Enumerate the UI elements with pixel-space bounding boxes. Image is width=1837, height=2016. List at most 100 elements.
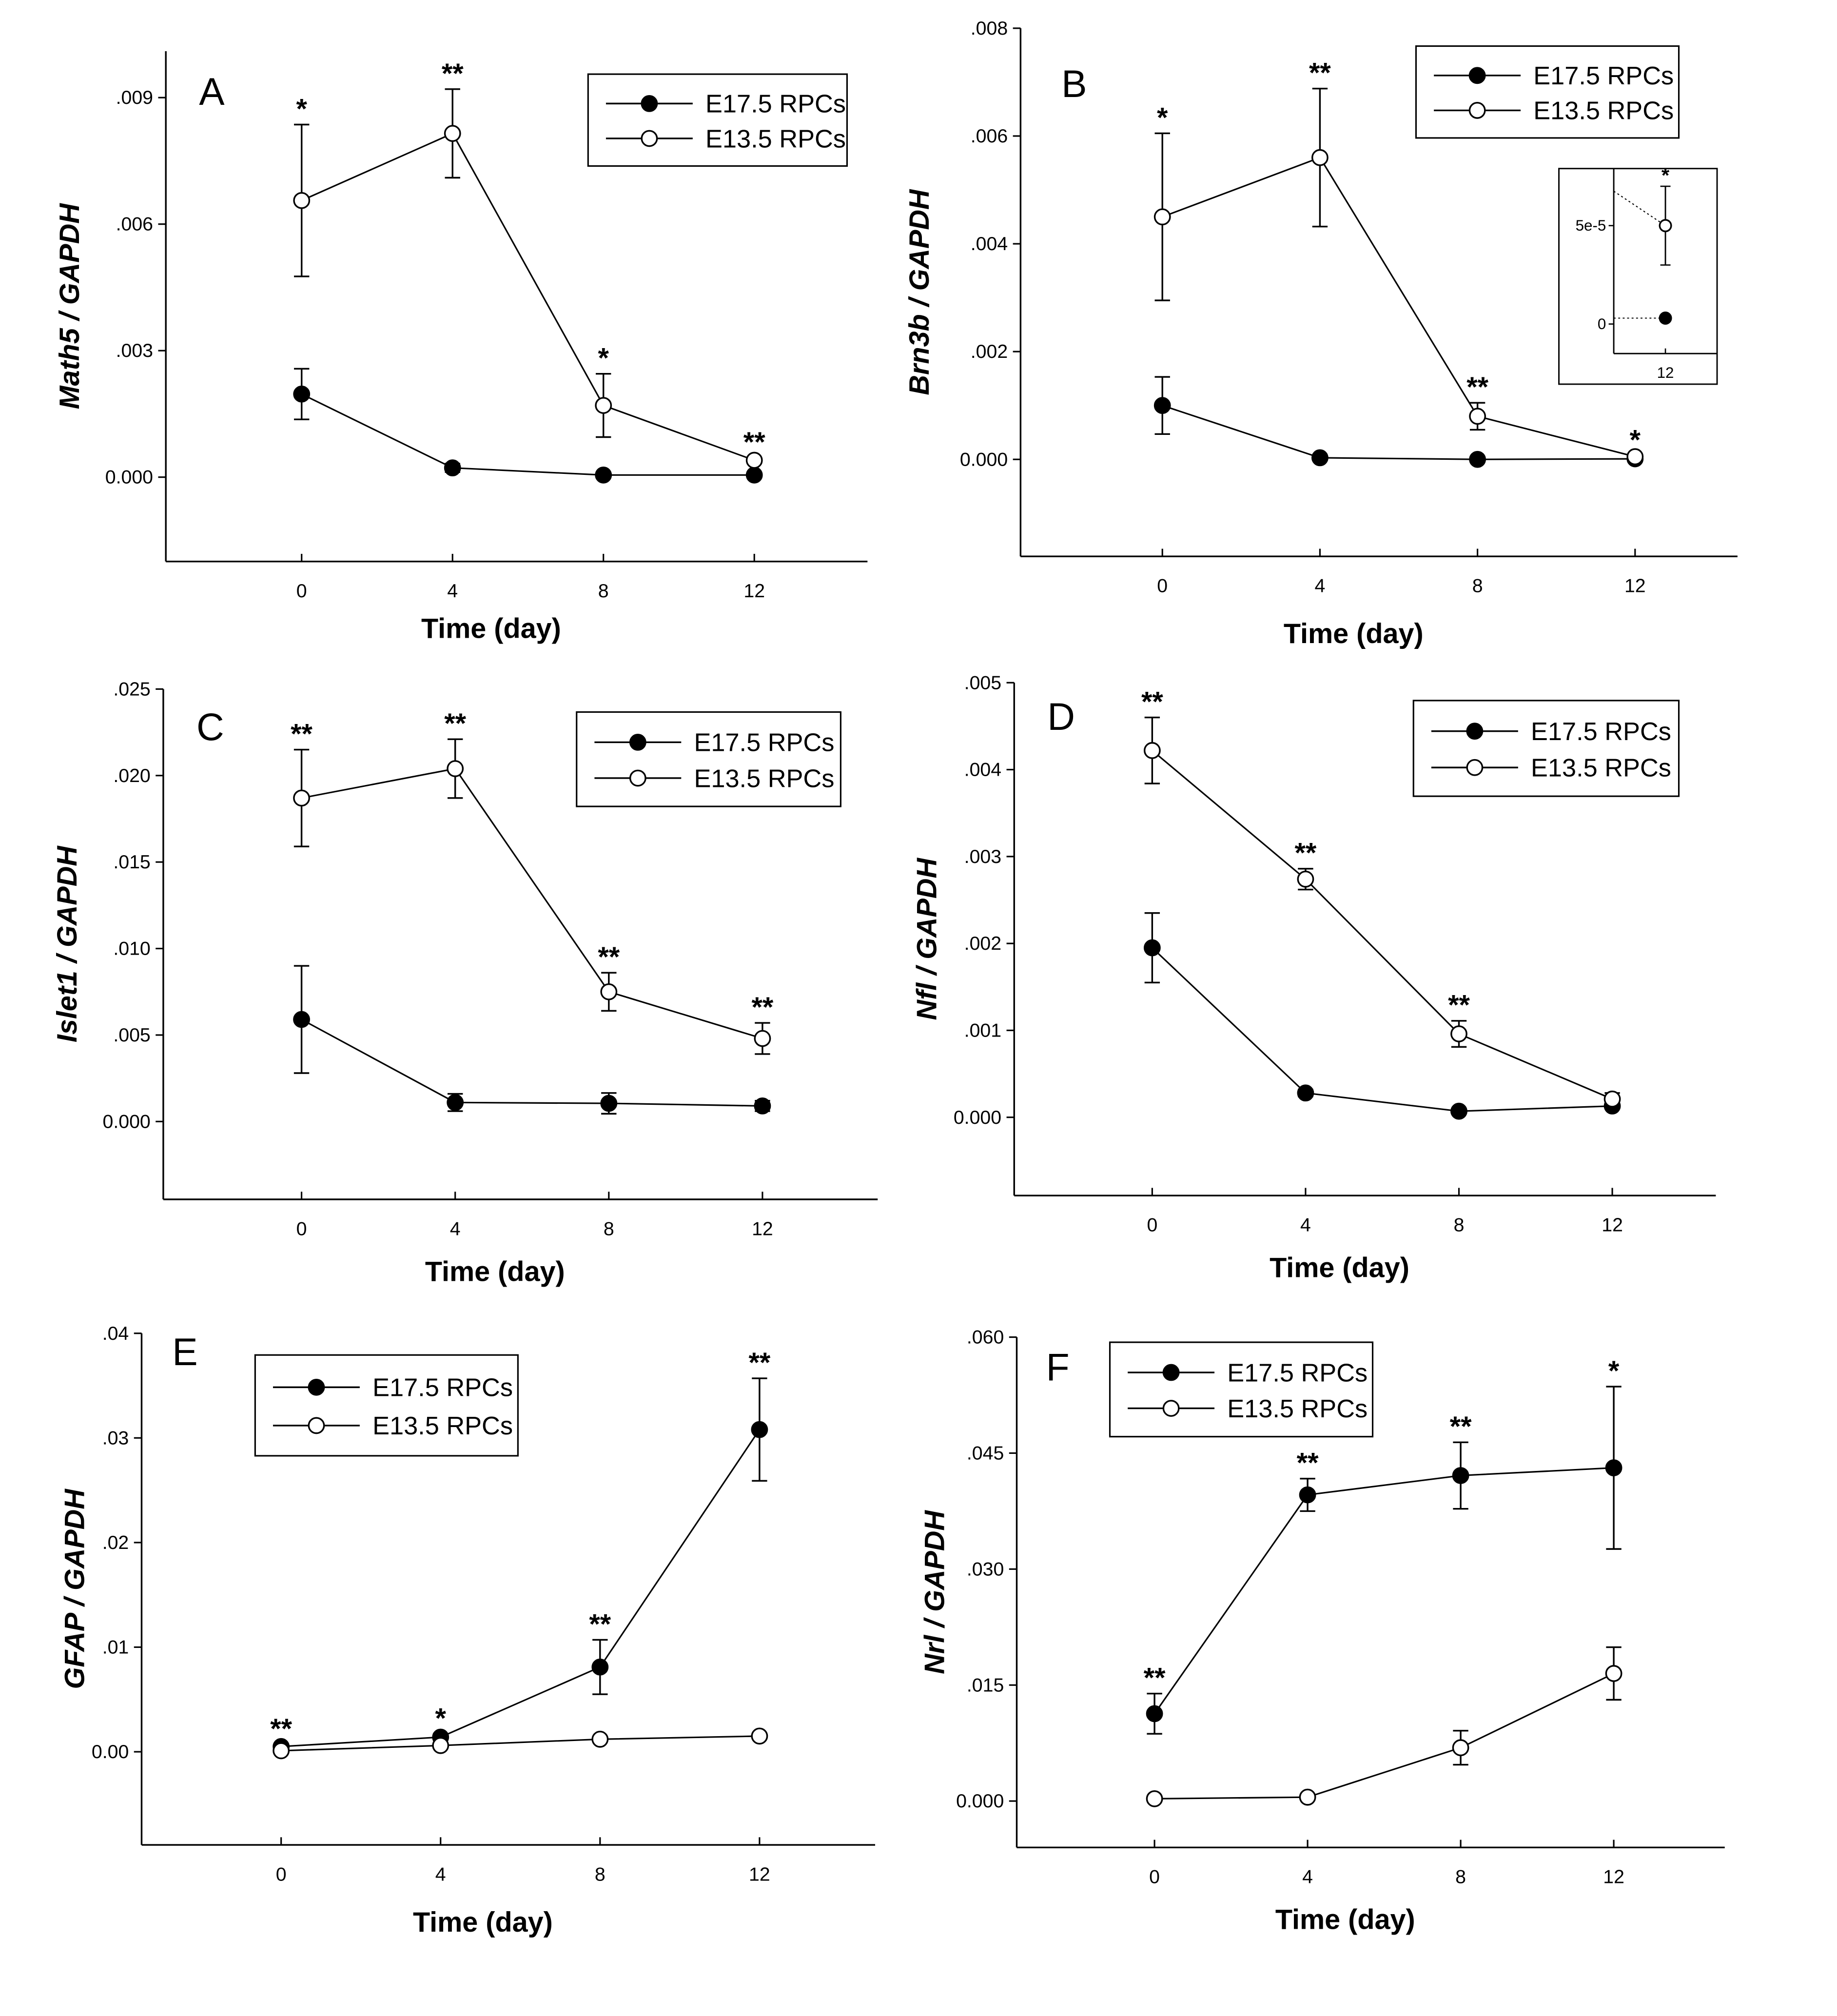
data-point — [745, 466, 763, 484]
x-tick-label: 0 — [276, 1863, 287, 1885]
y-tick-label: .009 — [116, 87, 153, 108]
y-tick-label: .060 — [967, 1327, 1004, 1348]
x-tick-label: 12 — [1602, 1214, 1623, 1235]
legend-box — [587, 73, 848, 167]
data-point — [595, 397, 612, 414]
x-tick-label: 4 — [447, 580, 458, 602]
y-tick-label: .005 — [113, 1024, 150, 1046]
legend-box — [1415, 45, 1680, 139]
data-point — [293, 192, 311, 209]
significance-mark: * — [1630, 424, 1641, 455]
series-line-e17-5 — [1152, 947, 1613, 1112]
significance-mark: ** — [743, 427, 765, 458]
significance-mark: * — [1157, 102, 1168, 133]
legend-marker — [629, 769, 646, 787]
y-tick-label: .015 — [967, 1674, 1004, 1696]
legend-box — [1109, 1341, 1374, 1438]
legend-label: E13.5 RPCs — [1533, 97, 1674, 125]
panel-b: 0.000 .002 .004 .006 .008 0 4 8 12 Time (day) Brn3… — [904, 18, 1738, 649]
y-tick-label: .01 — [102, 1637, 129, 1658]
inset-dotted-line — [1613, 191, 1666, 226]
significance-mark: ** — [1448, 990, 1470, 1021]
data-point — [1311, 149, 1329, 166]
significance-mark: ** — [748, 1347, 770, 1378]
legend-label: E17.5 RPCs — [705, 90, 846, 118]
y-tick-label: .04 — [102, 1323, 129, 1344]
y-tick-label: .006 — [971, 125, 1008, 147]
data-point — [1143, 939, 1161, 957]
legend: E17.5 RPCs E13.5 RPCs — [1415, 45, 1680, 139]
data-point — [1605, 1665, 1622, 1682]
panel-letter: C — [196, 705, 224, 748]
x-tick-label: 4 — [1302, 1866, 1313, 1888]
x-tick-label: 0 — [296, 580, 307, 602]
data-point — [1603, 1090, 1621, 1108]
x-tick-label: 4 — [1314, 575, 1325, 596]
legend-label: E13.5 RPCs — [372, 1412, 513, 1440]
x-tick-label: 12 — [752, 1218, 773, 1239]
significance-mark: ** — [1295, 838, 1317, 869]
legend-label: E17.5 RPCs — [1227, 1359, 1368, 1387]
y-tick-label: .015 — [113, 851, 150, 873]
series-line-e13-5 — [301, 132, 755, 461]
y-tick-label: 0.000 — [954, 1107, 1001, 1128]
y-axis-title: GFAP / GAPDH — [59, 1488, 91, 1689]
significance-mark: ** — [1144, 1663, 1166, 1694]
data-point — [1146, 1790, 1163, 1807]
panel-f: 0.000 .015 .030 .045 .060 0 4 8 12 Time (day) Nrl … — [919, 1327, 1725, 1936]
x-tick-label: 0 — [296, 1218, 307, 1239]
data-point — [1450, 1025, 1467, 1042]
data-point — [591, 1730, 609, 1748]
data-point — [751, 1421, 768, 1438]
legend-box — [254, 1354, 519, 1457]
panel-letter: A — [199, 70, 225, 113]
y-tick-label: .030 — [967, 1558, 1004, 1580]
y-axis-title: Islet1 / GAPDH — [52, 845, 83, 1042]
y-tick-label: 0.000 — [956, 1790, 1004, 1812]
legend-marker — [308, 1417, 325, 1434]
legend-marker — [1162, 1364, 1180, 1381]
x-tick-label: 8 — [1455, 1866, 1466, 1888]
inset-significance-mark: * — [1661, 164, 1670, 187]
data-point — [1143, 742, 1161, 759]
y-axis-title: Nfl / GAPDH — [912, 858, 943, 1020]
data-point — [1297, 870, 1314, 888]
data-point — [1626, 448, 1644, 466]
significance-mark: ** — [598, 941, 620, 973]
data-point — [754, 1030, 771, 1047]
legend-label: E13.5 RPCs — [705, 125, 846, 153]
x-tick-label: 8 — [598, 580, 609, 602]
panel-e: 0.00 .01 .02 .03 .04 0 4 8 12 Time (day) GFAP / GA… — [59, 1323, 876, 1938]
legend-label: E13.5 RPCs — [694, 764, 834, 793]
significance-mark: ** — [589, 1608, 611, 1640]
significance-mark: ** — [442, 58, 464, 89]
x-tick-label: 8 — [595, 1863, 606, 1885]
series-line-e17-5 — [1153, 1467, 1614, 1714]
x-tick-label: 12 — [743, 580, 765, 602]
data-point — [1469, 408, 1486, 425]
data-point — [751, 1727, 768, 1745]
panel-letter: B — [1061, 62, 1087, 105]
y-axis-title: Math5 / GAPDH — [54, 203, 85, 409]
legend: E17.5 RPCs E13.5 RPCs — [1109, 1341, 1374, 1438]
legend-marker — [629, 733, 646, 751]
y-tick-label: .003 — [116, 340, 153, 361]
panel-d: 0.000 .001 .002 .003 .004 .005 0 4 8 12 Time (day)… — [912, 672, 1716, 1284]
series-line-e17-5 — [301, 1018, 762, 1107]
data-point — [600, 983, 618, 1000]
y-tick-label: .006 — [116, 214, 153, 235]
data-point — [1153, 397, 1171, 414]
y-tick-label: .002 — [971, 341, 1008, 362]
significance-mark: * — [435, 1703, 447, 1734]
legend: E17.5 RPCs E13.5 RPCs — [254, 1354, 519, 1457]
significance-mark: ** — [1450, 1411, 1472, 1442]
y-tick-label: .003 — [964, 846, 1001, 867]
legend-marker — [1466, 759, 1484, 776]
x-tick-label: 4 — [435, 1863, 446, 1885]
series-line-e13-5 — [1162, 157, 1636, 458]
data-point — [447, 1094, 464, 1111]
legend-label: E17.5 RPCs — [1533, 62, 1674, 90]
x-axis-title: Time (day) — [1275, 1904, 1415, 1936]
x-tick-label: 4 — [1300, 1214, 1311, 1235]
legend-marker — [641, 95, 658, 112]
